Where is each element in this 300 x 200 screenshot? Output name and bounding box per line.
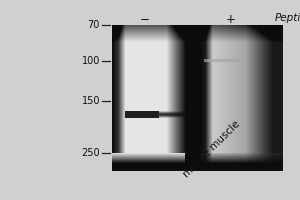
Text: +: +: [226, 13, 236, 26]
Text: Peptide: Peptide: [274, 13, 300, 23]
Text: −: −: [140, 13, 150, 26]
Text: 100: 100: [82, 56, 100, 66]
Text: 70: 70: [88, 20, 100, 30]
Text: 250: 250: [81, 148, 100, 158]
Text: 150: 150: [82, 96, 100, 106]
Text: mouse muscle: mouse muscle: [181, 118, 242, 179]
